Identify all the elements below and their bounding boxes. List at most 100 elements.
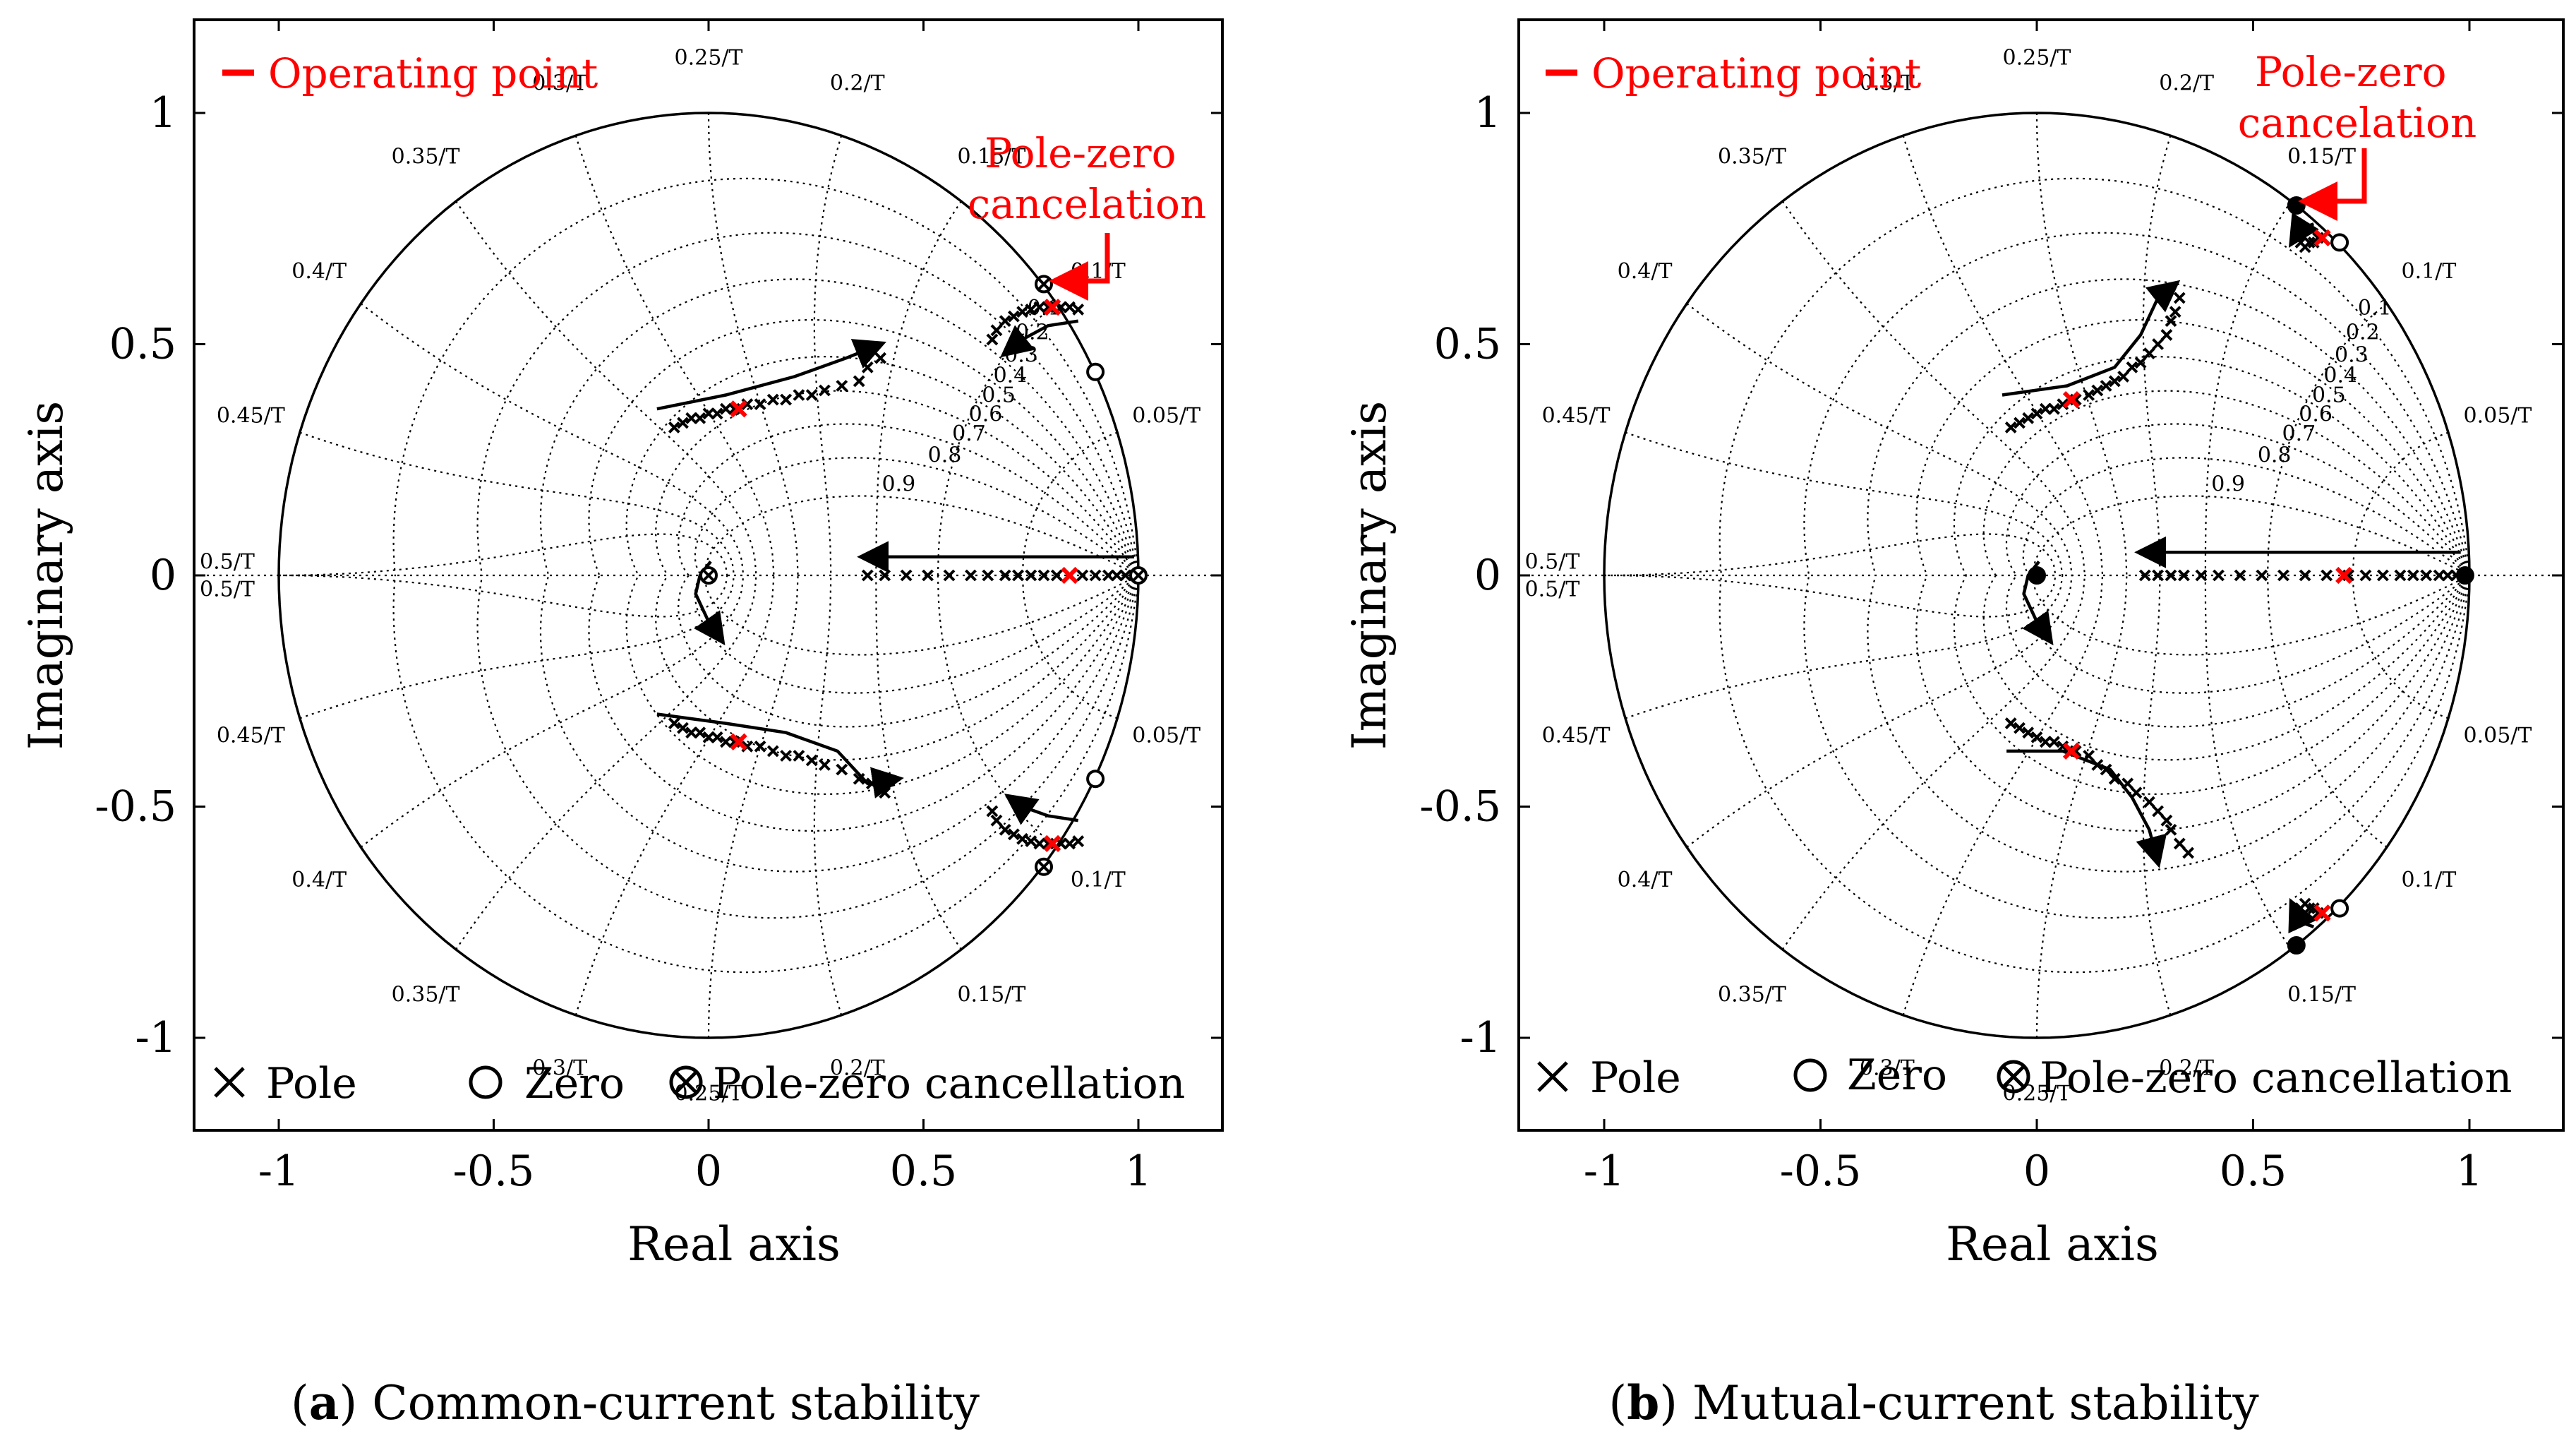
damping-gridline — [392, 575, 1140, 974]
caption: (a) Common-current stability — [291, 1375, 980, 1430]
pole-marker — [2014, 722, 2026, 734]
legend-pole-marker — [1537, 1061, 1568, 1092]
damping-label: 0.9 — [2211, 472, 2245, 496]
operating-point-marker — [730, 400, 747, 418]
frequency-label: 0.4/T — [1618, 259, 1673, 284]
pole-marker — [1072, 303, 1085, 316]
pole-marker — [818, 759, 831, 771]
panel-a: 0.10.20.30.40.50.60.70.80.90.05/T0.05/T0… — [19, 18, 1224, 1430]
pole-marker — [711, 407, 723, 420]
pole-marker — [879, 786, 891, 799]
frequency-label: 0.3/T — [532, 1056, 587, 1081]
damping-gridline — [392, 177, 1140, 576]
axis-ticks: -1 -0.5 0 0.5 1 -1 -0.5 0 0.5 1 — [95, 20, 1222, 1196]
pole-marker — [780, 393, 793, 406]
frequency-gridline — [2204, 201, 2292, 576]
zero-marker — [2028, 566, 2046, 585]
frequency-gridline — [1902, 135, 2104, 576]
pole-marker — [1064, 301, 1076, 313]
damping-gridline — [539, 278, 1140, 576]
pole-marker — [2014, 417, 2026, 429]
trajectory-upper-outer — [1000, 319, 1079, 358]
pole-marker — [766, 745, 779, 758]
frequency-label: 0.45/T — [1542, 403, 1611, 428]
pole-marker — [2091, 759, 2104, 771]
pole-marker — [2039, 402, 2052, 415]
pole-marker — [2160, 328, 2173, 341]
pole-marker — [2083, 750, 2095, 762]
frequency-label: 0.25/T — [2003, 1082, 2071, 1106]
pole-marker — [986, 333, 999, 346]
frequency-label: 0.5/T — [200, 578, 255, 602]
legend-cancel-label: Pole-zero cancellation — [2040, 1053, 2512, 1103]
pole-marker — [865, 777, 878, 790]
pole-marker — [2433, 569, 2445, 582]
legend-zero-label: Zero — [1847, 1051, 1947, 1100]
x-tick-label: -1 — [1584, 1147, 1625, 1196]
damping-label: 0.7 — [2282, 421, 2316, 446]
pole-marker — [677, 722, 689, 734]
frequency-label: 0.15/T — [2287, 145, 2356, 169]
pole-marker — [2108, 375, 2121, 388]
operating-point-marker — [2313, 229, 2331, 247]
frequency-gridline — [278, 574, 728, 618]
pole-marker — [853, 375, 865, 388]
pole-marker — [2394, 569, 2407, 582]
pole-marker — [2004, 717, 2017, 730]
damping-label: 0.2 — [2346, 321, 2380, 345]
pole-marker — [2277, 569, 2289, 582]
frequency-label: 0.1/T — [1071, 868, 1126, 892]
caption-letter: a — [309, 1375, 339, 1430]
y-tick-label: 0.5 — [109, 320, 176, 369]
legend-cancel-marker — [1997, 1060, 2030, 1094]
x-tick-label: -0.5 — [1780, 1147, 1862, 1196]
damping-gridline — [1915, 319, 2471, 576]
pole-marker — [2030, 407, 2043, 420]
pole-marker — [999, 569, 1011, 582]
pole-marker — [1025, 569, 1037, 582]
pole-marker — [2138, 569, 2151, 582]
damping-label: 0.8 — [2258, 443, 2292, 468]
pole-marker — [668, 717, 680, 730]
legend-cancel-label: Pole-zero cancellation — [713, 1059, 1185, 1108]
zero-marker — [2330, 899, 2349, 918]
pole-marker — [754, 740, 766, 753]
pole-marker — [2376, 569, 2389, 582]
y-tick-label: -1 — [1460, 1013, 1501, 1063]
pole-marker — [1016, 832, 1029, 845]
frequency-label: 0.35/T — [392, 145, 460, 169]
frequency-label: 0.15/T — [957, 145, 1025, 169]
frequency-gridline — [707, 112, 799, 576]
pole-marker — [2165, 315, 2177, 328]
pole-marker — [668, 421, 680, 433]
operating-point-marker — [730, 733, 747, 750]
pole-marker — [702, 407, 715, 420]
pole-marker — [1064, 837, 1076, 850]
damping-label: 0.5 — [2312, 383, 2346, 407]
zero-marker — [2287, 196, 2306, 215]
pole-marker — [2165, 569, 2177, 582]
legend-zero-marker — [1793, 1058, 1827, 1092]
pole-marker — [2177, 569, 2190, 582]
pole-marker — [2152, 338, 2165, 350]
frequency-label: 0.45/T — [1542, 724, 1611, 748]
zero-marker — [1086, 770, 1105, 789]
caption-text: Common-current stability — [372, 1376, 980, 1430]
operating-point-marker — [1044, 298, 1061, 316]
damping-label: 0.4 — [994, 364, 1028, 388]
damping-gridline — [1867, 575, 2471, 873]
pole-marker — [2173, 292, 2186, 304]
frequency-gridline — [1781, 201, 2086, 576]
legend-pole-label: Pole — [1590, 1053, 1681, 1103]
damping-gridline — [1803, 232, 2471, 576]
pole-marker — [990, 814, 1003, 827]
pole-marker — [874, 352, 887, 364]
pole-marker — [2126, 361, 2138, 373]
y-tick-label: -0.5 — [1419, 782, 1501, 832]
frequency-label: 0.35/T — [1718, 982, 1786, 1007]
legend-pole-label: Pole — [266, 1059, 357, 1108]
pole-marker — [694, 726, 706, 739]
annotation-pole-zero-cancelation: Pole-zero cancelation — [2238, 48, 2476, 147]
pole-marker — [694, 412, 706, 424]
